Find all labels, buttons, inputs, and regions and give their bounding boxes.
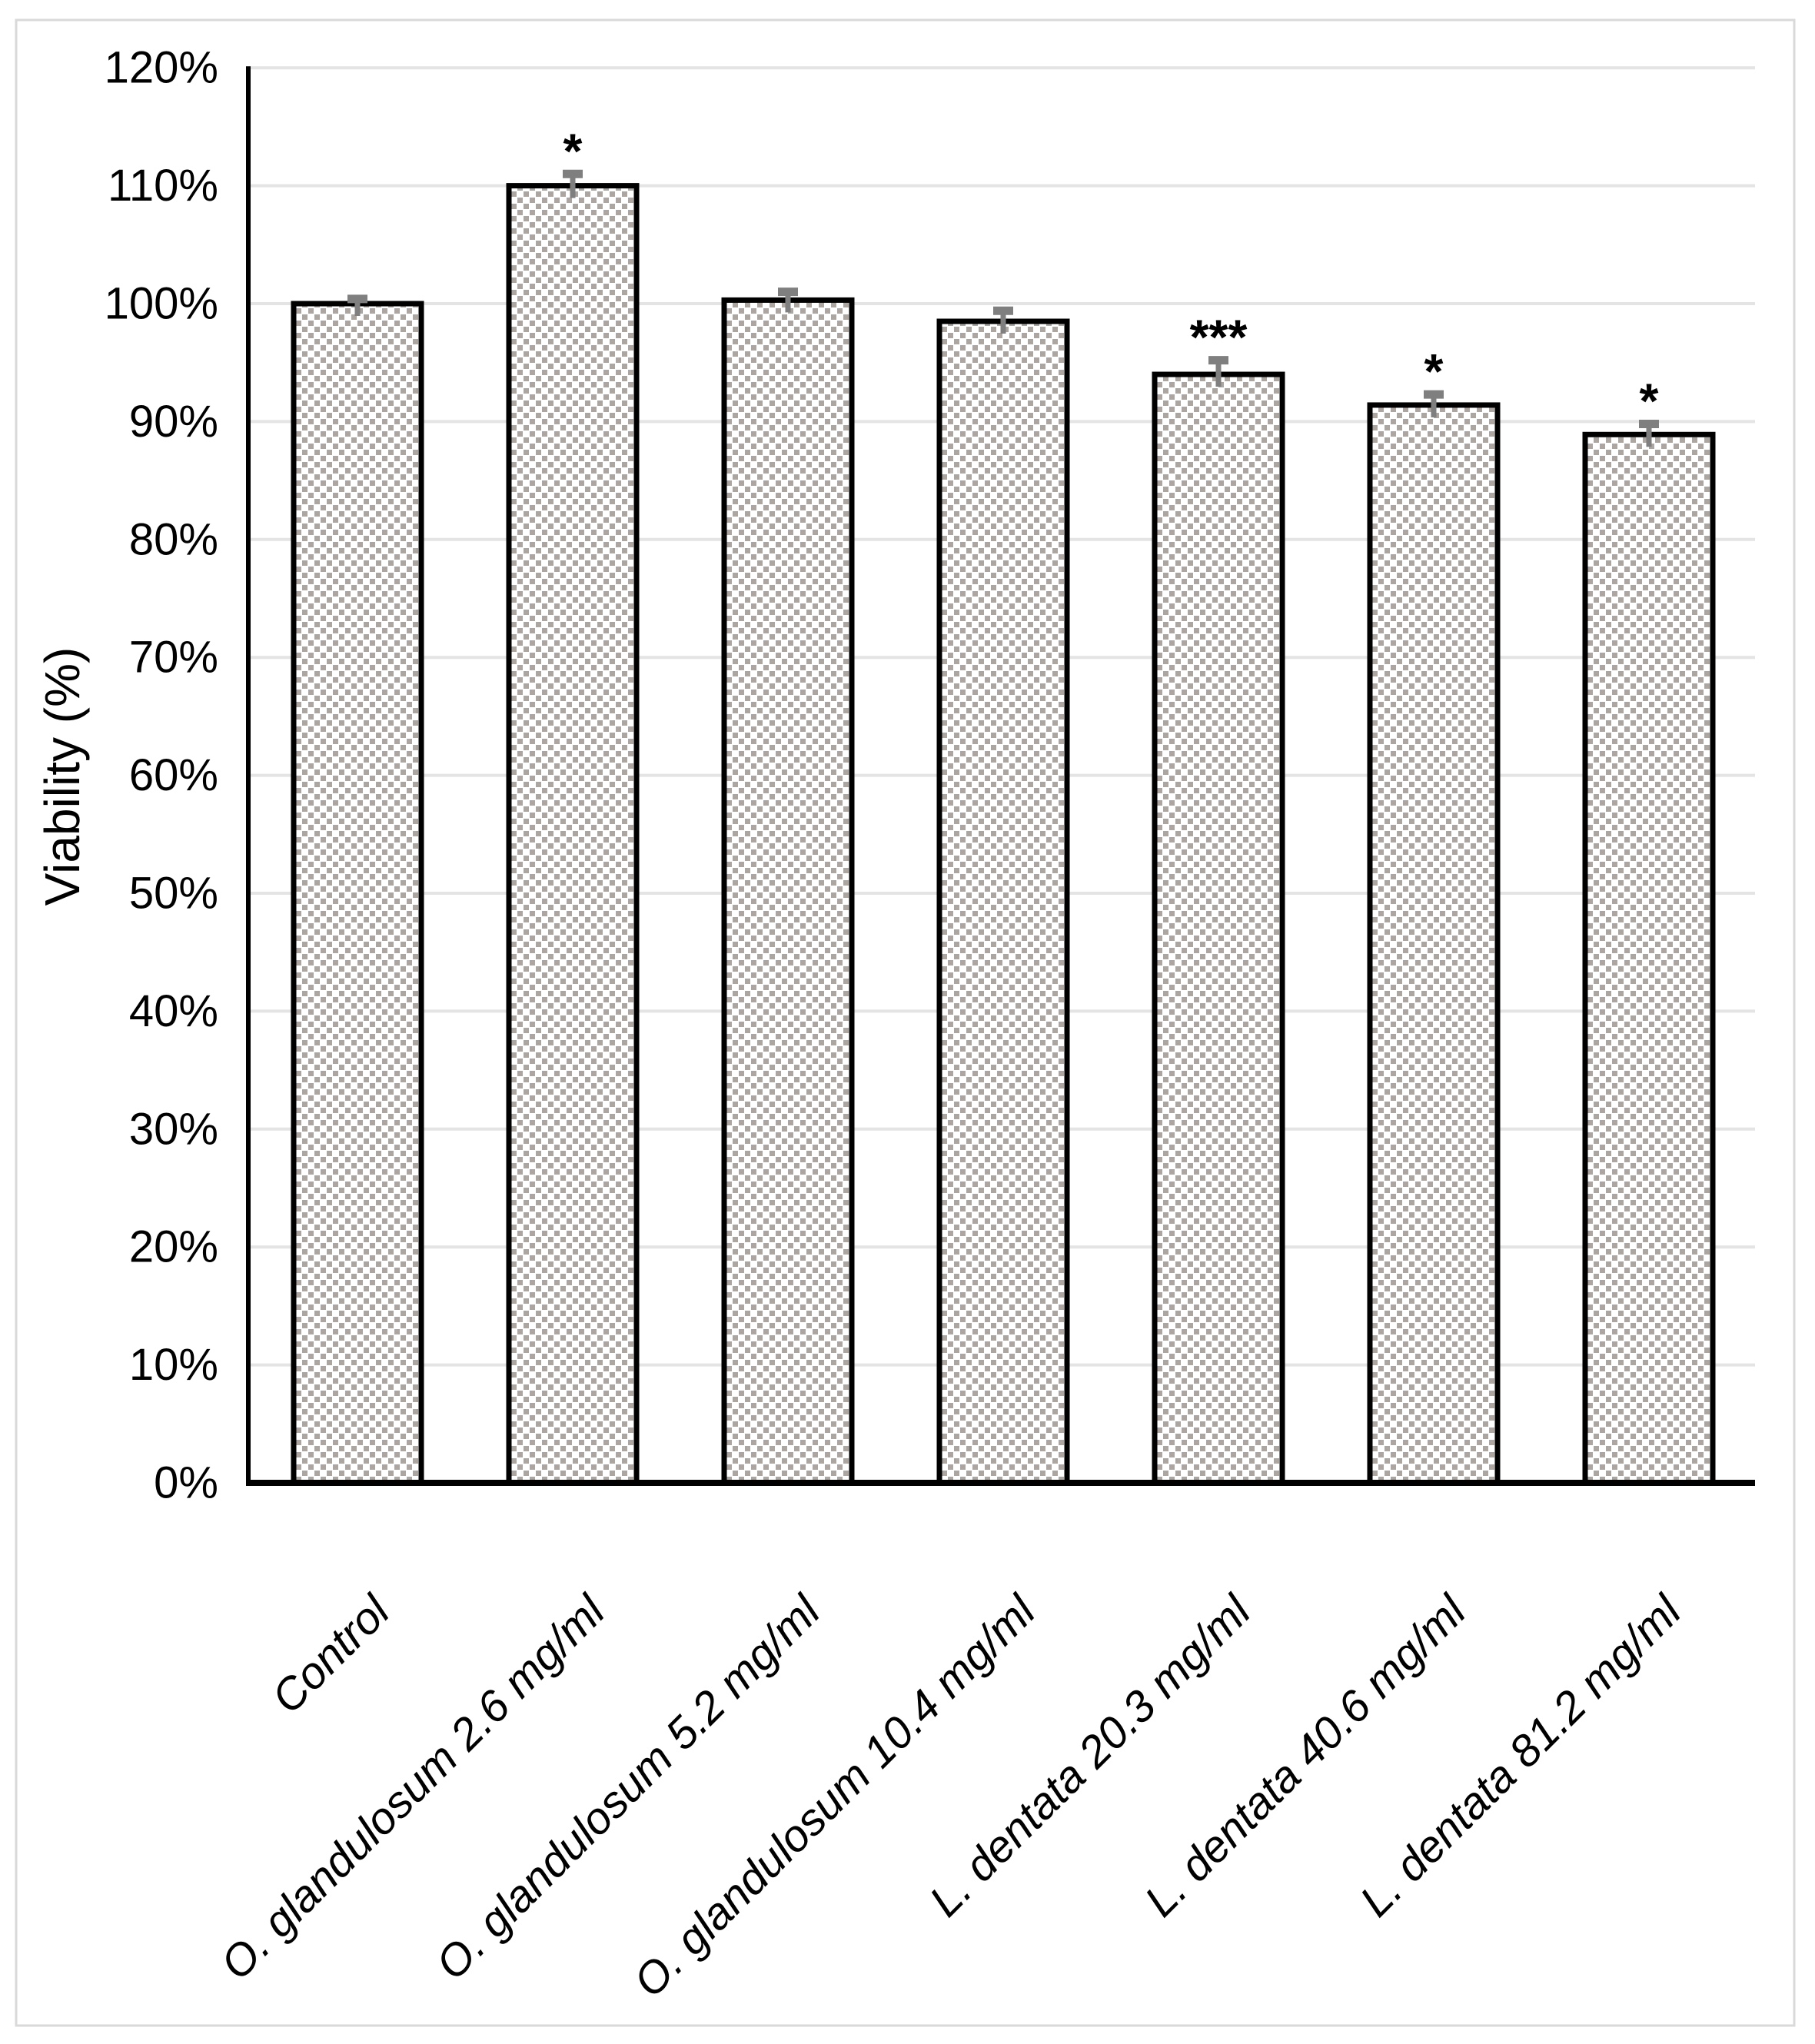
- bar: [1367, 402, 1501, 1486]
- y-tick-label: 90%: [129, 397, 218, 447]
- significance-asterisks: *: [1424, 344, 1444, 399]
- y-tick-label: 100%: [105, 279, 218, 329]
- bar: [721, 297, 855, 1486]
- y-tick-label: 110%: [108, 161, 218, 211]
- y-axis-title: Viability (%): [35, 647, 90, 906]
- bar: [1582, 431, 1716, 1486]
- y-tick-label: 60%: [129, 750, 218, 800]
- y-tick-label: 70%: [129, 633, 218, 683]
- y-tick-label: 50%: [129, 869, 218, 919]
- chart-frame-border: [15, 18, 1796, 2027]
- y-axis-tick-labels-group: 0% 10% 20% 30% 40% 50% 60% 70% 80% 90% 100% 110% 120…: [105, 43, 218, 1508]
- x-category-label: Control: [262, 1585, 401, 1723]
- axes-group: [246, 66, 1755, 1486]
- significance-marks-group: ******: [563, 123, 1659, 428]
- y-tick-label: 30%: [129, 1104, 218, 1154]
- bars-group: [291, 183, 1716, 1486]
- y-tick-label: 120%: [105, 43, 218, 93]
- error-bars-group: [347, 169, 1659, 447]
- y-tick-label: 20%: [129, 1222, 218, 1272]
- x-category-label: O. glandulosum 10.4 mg/ml: [624, 1585, 1046, 2007]
- x-category-label: O. glandulosum 2.6 mg/ml: [211, 1585, 616, 1989]
- x-category-label: O. glandulosum 5.2 mg/ml: [427, 1585, 831, 1989]
- significance-asterisks: *: [563, 123, 583, 178]
- significance-asterisks: *: [1640, 373, 1659, 428]
- y-tick-label: 10%: [129, 1340, 218, 1390]
- bar: [1152, 371, 1285, 1486]
- y-tick-label: 80%: [129, 514, 218, 564]
- bar: [291, 301, 424, 1486]
- y-tick-label: 40%: [129, 986, 218, 1036]
- significance-asterisks: ***: [1190, 310, 1248, 365]
- y-tick-label: 0%: [154, 1458, 218, 1508]
- bar: [506, 183, 640, 1486]
- bar: [936, 318, 1070, 1486]
